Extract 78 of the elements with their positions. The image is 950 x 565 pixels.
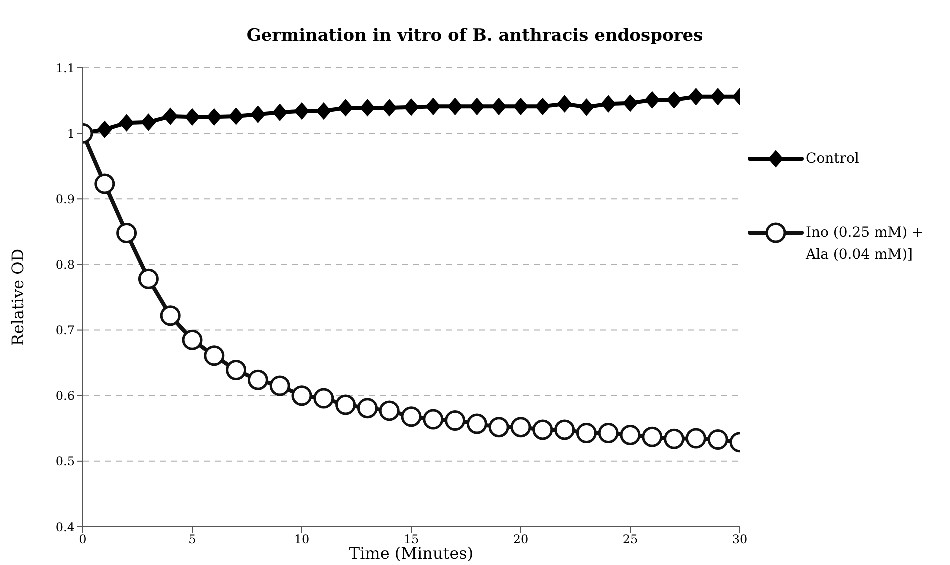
point (598, 422, 619, 444)
point (642, 426, 663, 448)
point (206, 108, 222, 126)
point (294, 102, 310, 120)
point (292, 386, 312, 406)
x-tick-label: 10 (294, 532, 310, 547)
point (270, 376, 290, 396)
x-tick-label: 0 (79, 532, 87, 547)
point (445, 410, 466, 432)
x-tick-label: 15 (404, 532, 420, 547)
point (379, 400, 400, 422)
point (510, 417, 532, 438)
point (601, 96, 616, 113)
point (163, 108, 178, 126)
point (448, 98, 463, 116)
point (314, 388, 334, 409)
point (94, 174, 116, 194)
point (688, 88, 704, 106)
point (576, 422, 597, 444)
point (360, 100, 376, 116)
point (708, 430, 728, 450)
point (182, 330, 203, 350)
point (272, 104, 288, 122)
point (620, 424, 641, 446)
point (664, 428, 685, 450)
x-tick-label: 5 (188, 532, 196, 547)
point (226, 360, 247, 381)
point (554, 420, 576, 440)
y-axis-title: Relative OD (8, 248, 28, 346)
y-tick-label: 0.6 (56, 389, 75, 404)
point (141, 114, 156, 131)
chart-title: Germination in vitro of B. anthracis endospores (246, 26, 704, 46)
point (488, 417, 510, 438)
point (710, 88, 726, 106)
point (336, 394, 356, 416)
legend-label: Control (806, 150, 860, 169)
point (404, 98, 419, 116)
y-tick-label: 0.5 (56, 454, 75, 469)
point (160, 306, 181, 326)
point (357, 398, 378, 419)
point (644, 92, 660, 109)
point (532, 420, 554, 440)
point (250, 106, 266, 124)
point (557, 96, 572, 113)
y-tick-label: 1 (67, 126, 75, 141)
point (426, 98, 441, 116)
point (466, 414, 488, 434)
y-tick-label: 0.9 (56, 192, 75, 206)
point (492, 98, 507, 116)
point (514, 98, 528, 116)
point (423, 409, 444, 430)
point (535, 98, 550, 116)
point (97, 121, 112, 138)
x-tick-label: 20 (513, 532, 529, 547)
point (686, 428, 706, 449)
point (316, 102, 332, 120)
point (623, 94, 638, 112)
point (119, 114, 134, 132)
point (666, 92, 682, 109)
legend-label: Ino (0.25 mM) + Ala (0.04 mM)] (806, 224, 925, 265)
point (138, 268, 159, 290)
point (579, 98, 594, 116)
point (185, 108, 200, 126)
point (382, 100, 398, 116)
y-tick-label: 0.4 (56, 520, 76, 534)
x-tick-label: 25 (622, 532, 638, 547)
point (338, 100, 354, 116)
point (401, 406, 422, 428)
x-axis-title: Time (Minutes) (349, 544, 474, 563)
point (248, 370, 268, 390)
point (116, 222, 138, 244)
y-tick-label: 1.1 (56, 61, 75, 76)
point (470, 98, 485, 116)
y-tick-label: 0.8 (56, 258, 75, 272)
point (204, 346, 225, 366)
y-tick-label: 0.7 (56, 324, 75, 338)
x-tick-label: 30 (732, 532, 748, 547)
point (228, 108, 244, 126)
